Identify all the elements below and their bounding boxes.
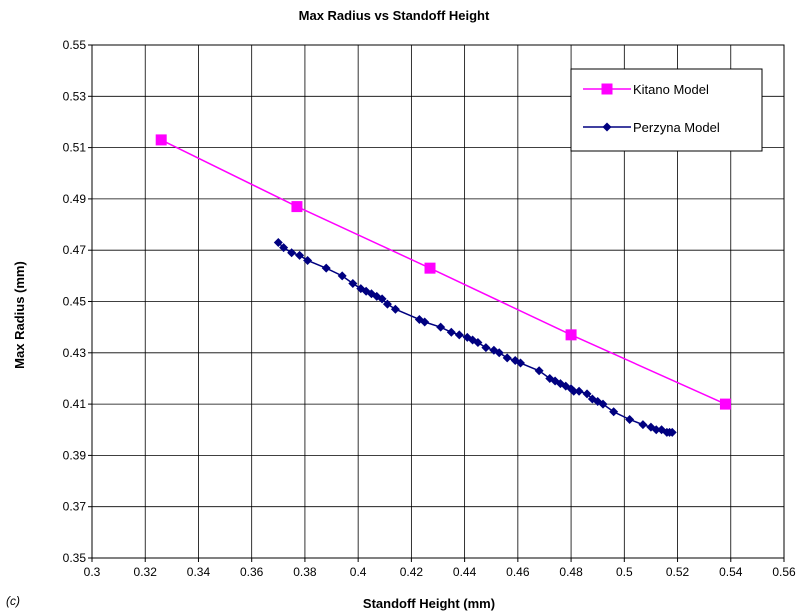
x-tick-label: 0.54 [719,565,743,579]
data-point [516,358,526,368]
x-tick-label: 0.42 [400,565,424,579]
series-layer [155,134,731,437]
data-point [481,343,491,353]
panel-label: (c) [6,594,20,608]
legend-marker [602,122,612,132]
data-point [420,317,430,327]
legend-box [570,68,763,152]
data-point [377,294,387,304]
series-kitano-model [155,134,731,410]
data-point [651,425,661,435]
data-point [279,243,289,253]
data-point [565,329,577,341]
x-tick-label: 0.32 [134,565,158,579]
y-tick-label: 0.39 [63,448,87,462]
series-perzyna-model [273,238,677,437]
legend-label: Perzyna Model [633,120,720,135]
chart-title: Max Radius vs Standoff Height [299,8,490,23]
data-point [667,427,677,437]
data-point [534,366,544,376]
y-tick-label: 0.43 [63,346,87,360]
x-axis-label: Standoff Height (mm) [363,596,495,611]
data-point [609,407,619,417]
x-tick-label: 0.3 [84,565,101,579]
data-point [303,255,313,265]
y-tick-label: 0.47 [63,243,87,257]
y-tick-label: 0.51 [63,141,87,155]
y-tick-label: 0.41 [63,397,87,411]
y-tick-label: 0.49 [63,192,87,206]
data-point [436,322,446,332]
legend-marker [601,83,613,95]
x-tick-label: 0.56 [772,565,796,579]
y-axis-label: Max Radius (mm) [12,261,27,369]
legend: Kitano Model Perzyna Model [570,68,763,152]
data-point [719,398,731,410]
data-point [382,299,392,309]
x-tick-label: 0.48 [559,565,583,579]
x-tick-label: 0.4 [350,565,367,579]
data-point [337,271,347,281]
x-tick-label: 0.52 [666,565,690,579]
data-point [291,201,303,213]
x-tick-label: 0.5 [616,565,633,579]
data-point [424,262,436,274]
data-point [454,330,464,340]
data-point [390,304,400,314]
data-point [625,414,635,424]
x-tick-label: 0.36 [240,565,264,579]
ticks: 0.3 0.32 0.34 0.36 0.38 0.4 0.42 0.44 0.46 0.48 0.… [63,38,796,579]
data-point [574,386,584,396]
data-point [569,386,579,396]
y-tick-label: 0.53 [63,89,87,103]
x-tick-label: 0.34 [187,565,211,579]
data-point [502,353,512,363]
series-line [160,139,726,405]
y-tick-label: 0.55 [63,38,87,52]
data-point [598,399,608,409]
data-point [155,134,167,146]
data-point [638,420,648,430]
data-point [287,248,297,258]
legend-label: Kitano Model [633,82,709,97]
data-point [446,327,456,337]
data-point [295,250,305,260]
data-point [582,389,592,399]
data-point [473,338,483,348]
y-tick-label: 0.37 [63,500,87,514]
y-tick-label: 0.45 [63,295,87,309]
data-point [494,348,504,358]
y-tick-label: 0.35 [63,551,87,565]
x-tick-label: 0.38 [293,565,317,579]
data-point [321,263,331,273]
data-point [273,238,283,248]
x-tick-label: 0.44 [453,565,477,579]
x-tick-label: 0.46 [506,565,530,579]
data-point [348,279,358,289]
